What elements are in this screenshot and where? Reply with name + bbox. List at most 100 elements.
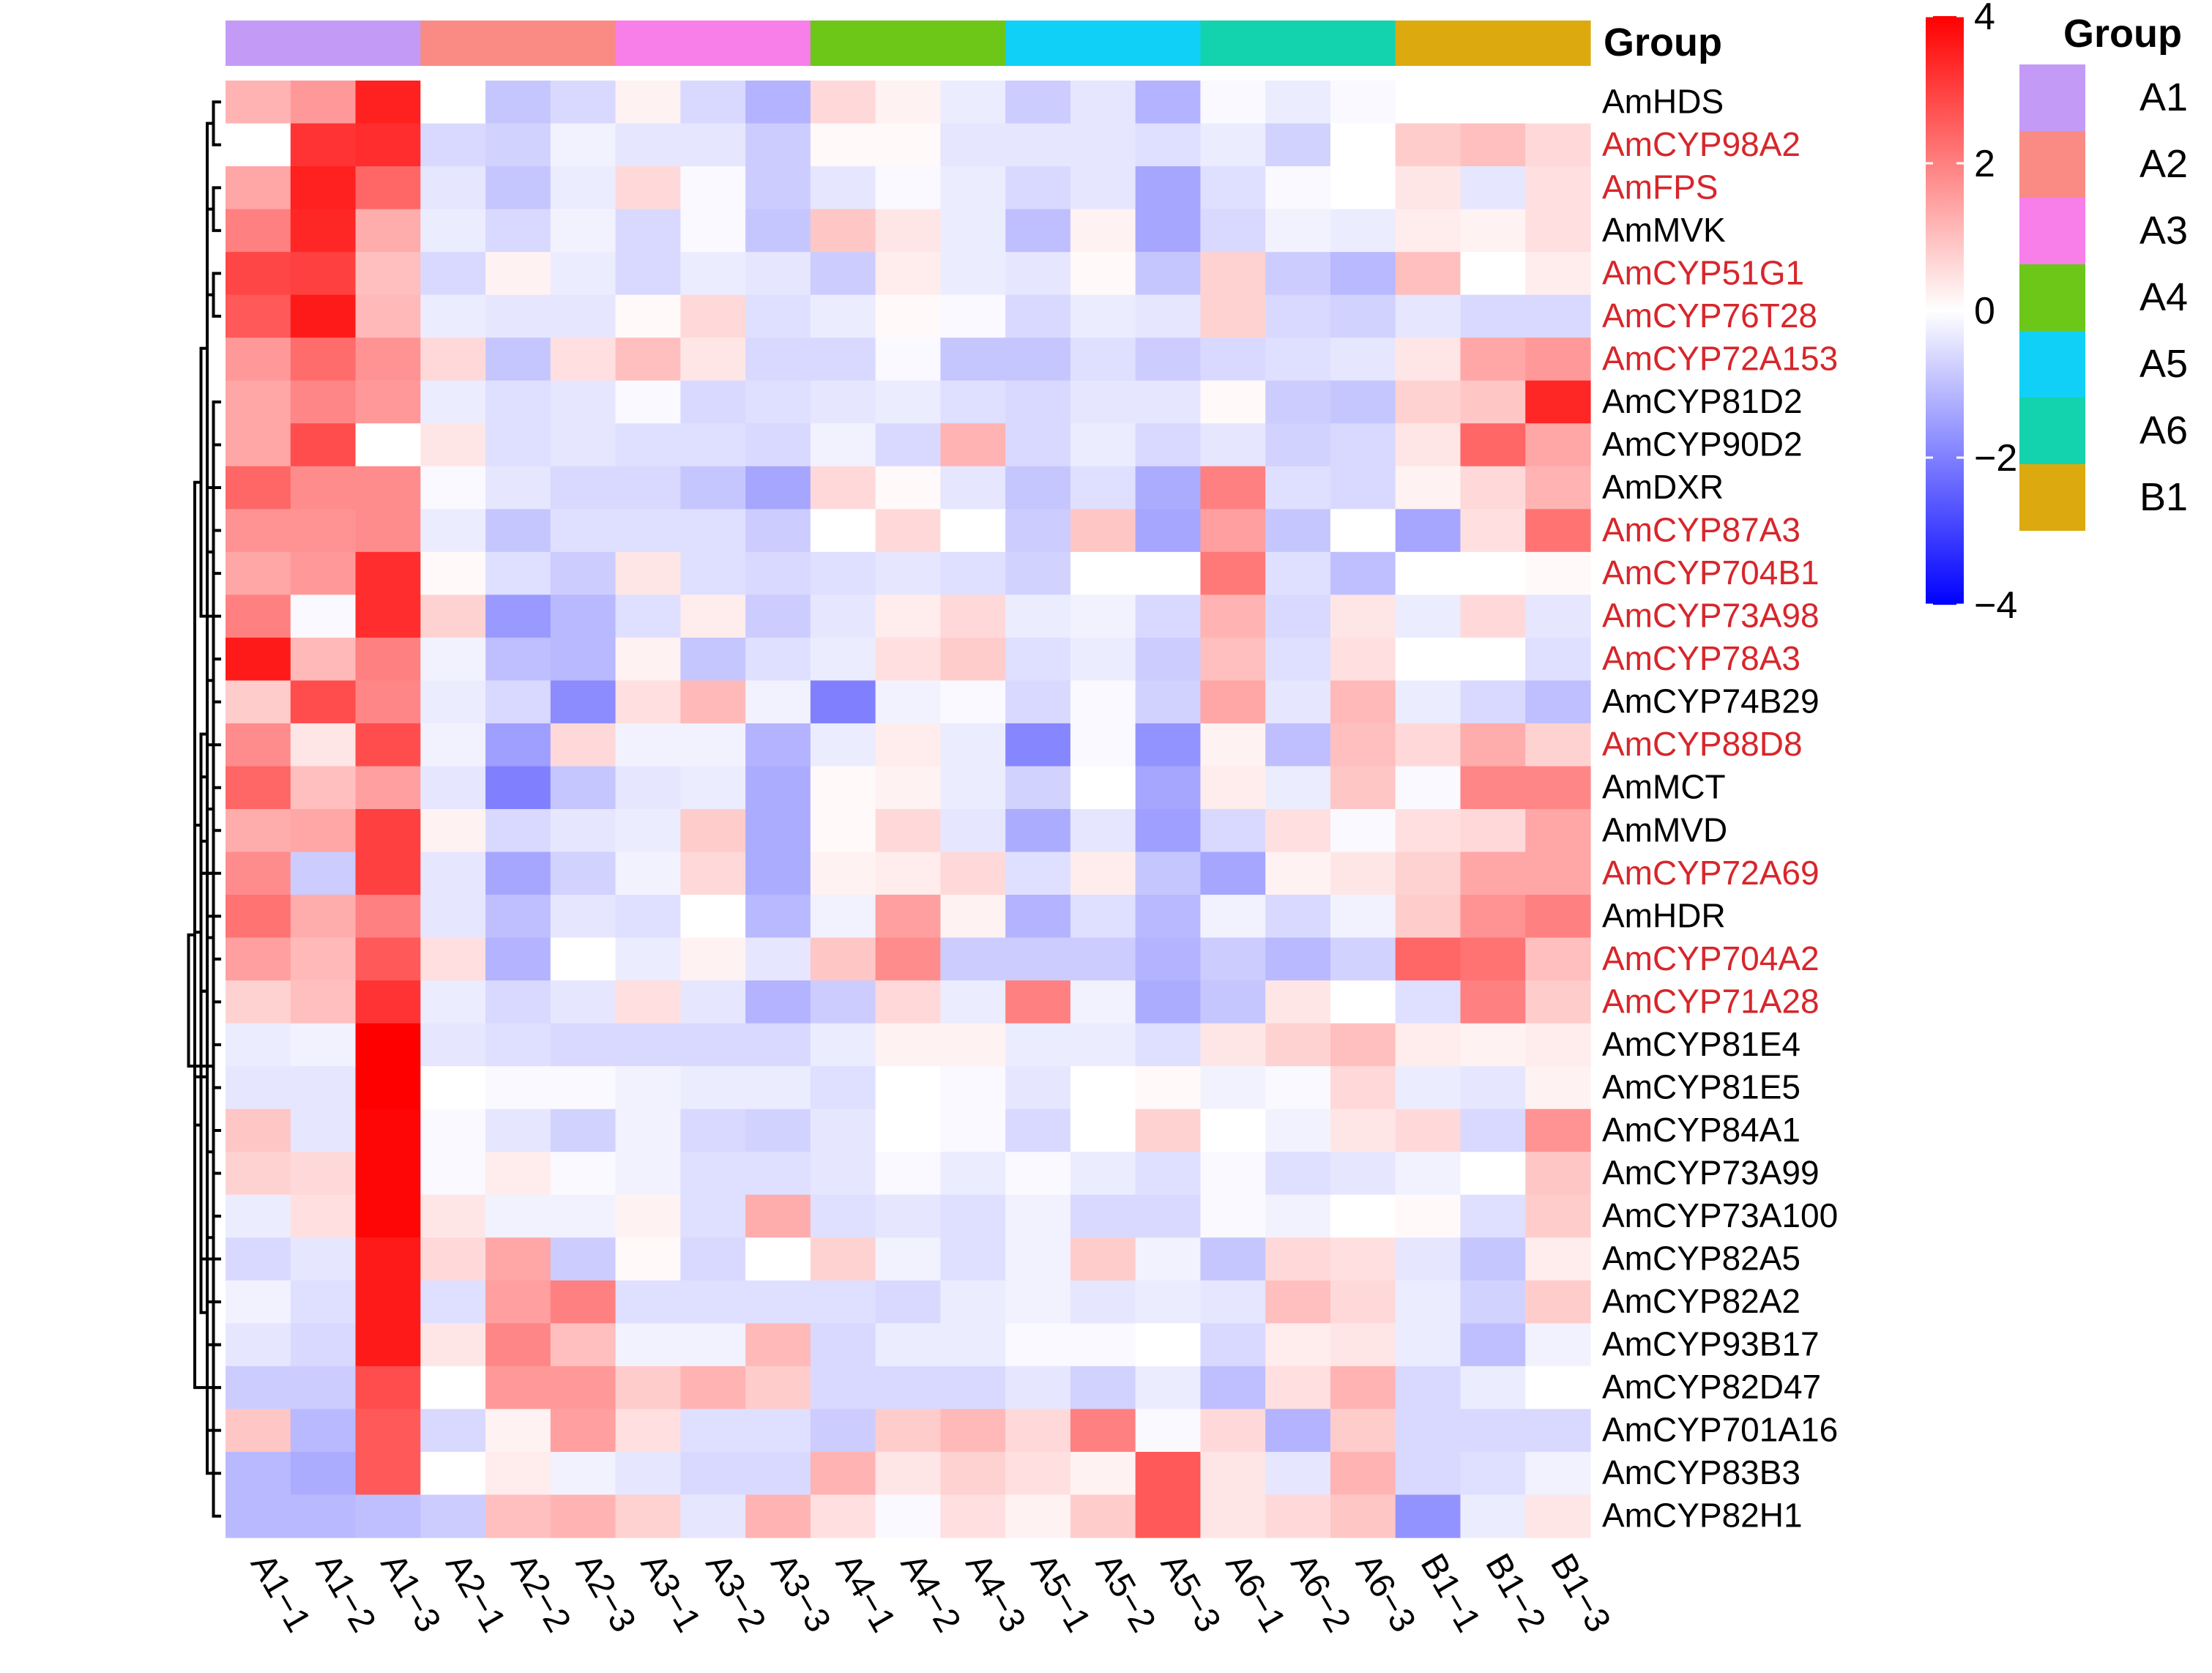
heatmap-cell (1265, 1066, 1331, 1110)
column-label-B1−2: B1−2 (1478, 1547, 1553, 1639)
heatmap-cell (1135, 466, 1202, 510)
heatmap-cell (875, 380, 941, 424)
heatmap-cell (615, 1108, 681, 1152)
heatmap-cell (1070, 166, 1136, 210)
heatmap-cell (940, 895, 1006, 939)
row-label-AmMVK: AmMVK (1602, 211, 1726, 249)
column-label-A3−1: A3−1 (633, 1547, 708, 1639)
heatmap-cell (875, 123, 941, 167)
heatmap-cell (1525, 766, 1591, 810)
heatmap-cell (1460, 637, 1526, 682)
heatmap-cell (290, 166, 357, 210)
heatmap-cell (1070, 680, 1136, 724)
heatmap-cell (745, 595, 811, 638)
heatmap-cell (615, 852, 681, 895)
row-label-AmCYP84A1: AmCYP84A1 (1602, 1111, 1800, 1149)
heatmap-cell (1265, 123, 1331, 167)
heatmap-cell (1135, 294, 1202, 338)
heatmap-cell (290, 380, 357, 424)
heatmap-cell (875, 852, 941, 895)
heatmap-cell (680, 466, 746, 510)
heatmap-cell (1135, 1023, 1202, 1067)
group-legend-swatch-A5 (2019, 331, 2085, 398)
heatmap-cell (1265, 1152, 1331, 1196)
heatmap-cell (1005, 723, 1071, 767)
heatmap-cell (1460, 1494, 1526, 1538)
heatmap-cell (1330, 81, 1396, 124)
heatmap-cell (615, 423, 681, 467)
heatmap-cell (1070, 294, 1136, 338)
heatmap-cell (420, 338, 486, 381)
heatmap-cell (1135, 1194, 1202, 1238)
heatmap-cell (1200, 766, 1266, 810)
heatmap-cell (875, 766, 941, 810)
heatmap-cell (290, 1409, 357, 1453)
heatmap-cell (1395, 380, 1461, 424)
dendrogram-branch (199, 871, 221, 993)
heatmap-cell (1200, 1409, 1266, 1453)
heatmap-cell (680, 937, 746, 981)
heatmap-cell (1200, 252, 1266, 296)
heatmap-cell (1070, 809, 1136, 853)
heatmap-cell (1070, 1194, 1136, 1238)
heatmap-cell (1005, 1494, 1071, 1538)
heatmap-cell (1200, 294, 1266, 338)
heatmap-cell (1460, 466, 1526, 510)
group-legend-swatch-A1 (2019, 64, 2085, 131)
heatmap-cell (1265, 81, 1331, 124)
column-label-A5−3: A5−3 (1153, 1547, 1229, 1639)
heatmap-cell (810, 1066, 876, 1110)
heatmap-cell (810, 466, 876, 510)
heatmap-cell (1330, 1194, 1396, 1238)
heatmap-cell (875, 509, 941, 553)
heatmap-cell (1460, 1194, 1526, 1238)
heatmap-cell (940, 81, 1006, 124)
heatmap-cell (485, 1237, 551, 1281)
heatmap-cell (485, 1108, 551, 1152)
heatmap-cell (875, 1066, 941, 1110)
heatmap-cell (355, 1280, 421, 1324)
heatmap-cell (1395, 766, 1461, 810)
heatmap-cell (1200, 980, 1266, 1024)
heatmap-cell (940, 1152, 1006, 1196)
heatmap-cell (1525, 81, 1591, 124)
heatmap-cell (355, 637, 421, 682)
heatmap-cell (420, 1494, 486, 1538)
heatmap-cell (1330, 937, 1396, 981)
heatmap-cell (226, 252, 291, 296)
heatmap-cell (355, 1323, 421, 1367)
heatmap-cell (550, 980, 617, 1024)
heatmap-cell (550, 895, 617, 939)
heatmap-cell (420, 81, 486, 124)
heatmap-cell (1525, 895, 1591, 939)
heatmap-cell (226, 123, 291, 167)
heatmap-cell (355, 723, 421, 767)
heatmap-cell (615, 294, 681, 338)
heatmap-cell (1330, 1108, 1396, 1152)
heatmap-cell (1200, 380, 1266, 424)
heatmap-cell (420, 1237, 486, 1281)
heatmap-cell (1395, 294, 1461, 338)
heatmap-cell (1265, 637, 1331, 682)
heatmap-cell (940, 766, 1006, 810)
heatmap-cell (940, 338, 1006, 381)
heatmap-cell (875, 1323, 941, 1367)
heatmap-cell (1525, 338, 1591, 381)
heatmap-cell (875, 252, 941, 296)
annotation-cell-B1−2 (1460, 21, 1526, 66)
heatmap-cell (1265, 466, 1331, 510)
heatmap-cell (1265, 509, 1331, 553)
heatmap-cell (875, 595, 941, 638)
heatmap-cell (940, 1194, 1006, 1238)
row-label-AmCYP51G1: AmCYP51G1 (1602, 253, 1804, 291)
heatmap-cell (1460, 209, 1526, 253)
heatmap-cell (745, 1323, 811, 1367)
group-legend-label-A3: A3 (2140, 209, 2188, 253)
heatmap-cell (1395, 1237, 1461, 1281)
heatmap-cell (1330, 1066, 1396, 1110)
heatmap-cell (355, 123, 421, 167)
heatmap-cell (1005, 1280, 1071, 1324)
heatmap-cell (1395, 338, 1461, 381)
heatmap-cell (615, 723, 681, 767)
heatmap-cell (290, 637, 357, 682)
